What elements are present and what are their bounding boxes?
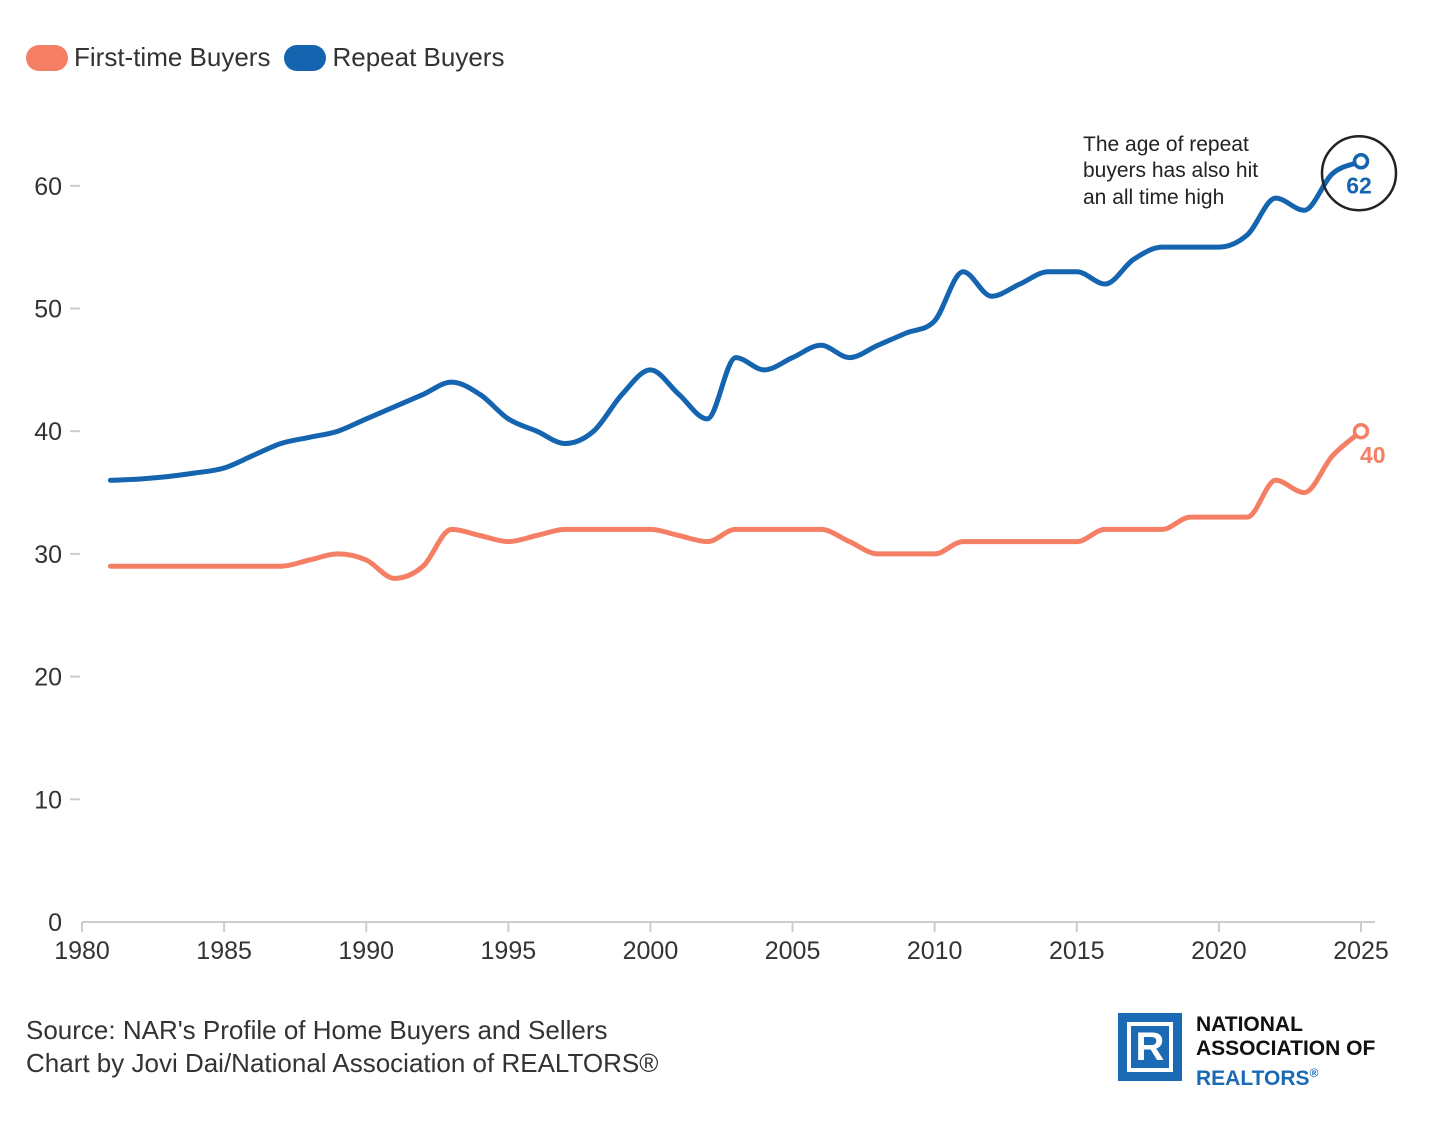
annotation-circle [1320,135,1398,212]
legend-swatch-first-time [26,44,68,71]
x-tick-label-2010: 2010 [907,937,963,965]
legend-label-repeat: Repeat Buyers [332,42,505,72]
credit-text: Chart by Jovi Dai/National Association o… [26,1048,659,1078]
end-marker-first-time [1352,422,1370,440]
logo-wordmark: NATIONAL ASSOCIATION OF REALTORS® [1196,1013,1375,1091]
end-marker-repeat [1352,153,1370,170]
logo-realtors: REALTORS [1196,1067,1310,1090]
end-label-repeat: 62 [1346,172,1372,198]
x-tick-label-1995: 1995 [481,937,537,965]
y-tick-label-0: 0 [48,909,62,937]
end-labels: 62 40 [1346,172,1385,468]
legend-item-first-time[interactable]: First-time Buyers [26,42,270,73]
end-label-first-time: 40 [1360,442,1386,468]
series-line-first-time[interactable] [107,428,1364,581]
x-tick-label-2025: 2025 [1333,937,1389,965]
logo-line-2: ASSOCIATION OF [1196,1037,1376,1060]
footer: Source: NAR's Profile of Home Buyers and… [26,1014,658,1080]
legend-label-first-time: First-time Buyers [74,42,271,72]
legend-swatch-repeat [284,44,327,71]
annotation-line-1: The age of repeat [1083,133,1249,156]
series-line-repeat[interactable] [107,158,1364,483]
y-tick-label-30: 30 [34,541,62,569]
legend: First-time Buyers Repeat Buyers [26,42,504,73]
y-tick-label-10: 10 [34,786,62,814]
logo-registered: ® [1309,1066,1319,1080]
x-tick-label-2020: 2020 [1191,937,1247,965]
y-tick-label-50: 50 [34,296,62,324]
nar-logo: R NATIONAL ASSOCIATION OF REALTORS® [1118,1013,1375,1091]
x-tick-label-2005: 2005 [765,937,821,965]
x-tick-label-1985: 1985 [196,937,252,965]
axes: 1980 1985 1990 1995 2000 2005 2010 2015 2020 2025… [34,173,1389,965]
series-lines [107,153,1370,581]
logo-letter: R [1127,1022,1173,1072]
x-tick-label-1990: 1990 [338,937,394,965]
realtor-r-logo-icon: R [1118,1013,1182,1081]
legend-item-repeat[interactable]: Repeat Buyers [284,42,504,73]
logo-line-1: NATIONAL [1196,1013,1303,1036]
x-tick-label-1980: 1980 [54,937,110,965]
annotation: The age of repeat buyers has also hit an… [1083,133,1398,212]
y-tick-label-20: 20 [34,664,62,692]
x-tick-label-2015: 2015 [1049,937,1105,965]
annotation-line-2: buyers has also hit [1083,159,1258,182]
y-tick-label-60: 60 [34,173,62,201]
x-tick-label-2000: 2000 [623,937,679,965]
y-tick-label-40: 40 [34,418,62,446]
annotation-line-3: an all time high [1083,186,1224,209]
logo-line-3: REALTORS® [1196,1061,1375,1091]
source-text: Source: NAR's Profile of Home Buyers and… [26,1015,608,1045]
